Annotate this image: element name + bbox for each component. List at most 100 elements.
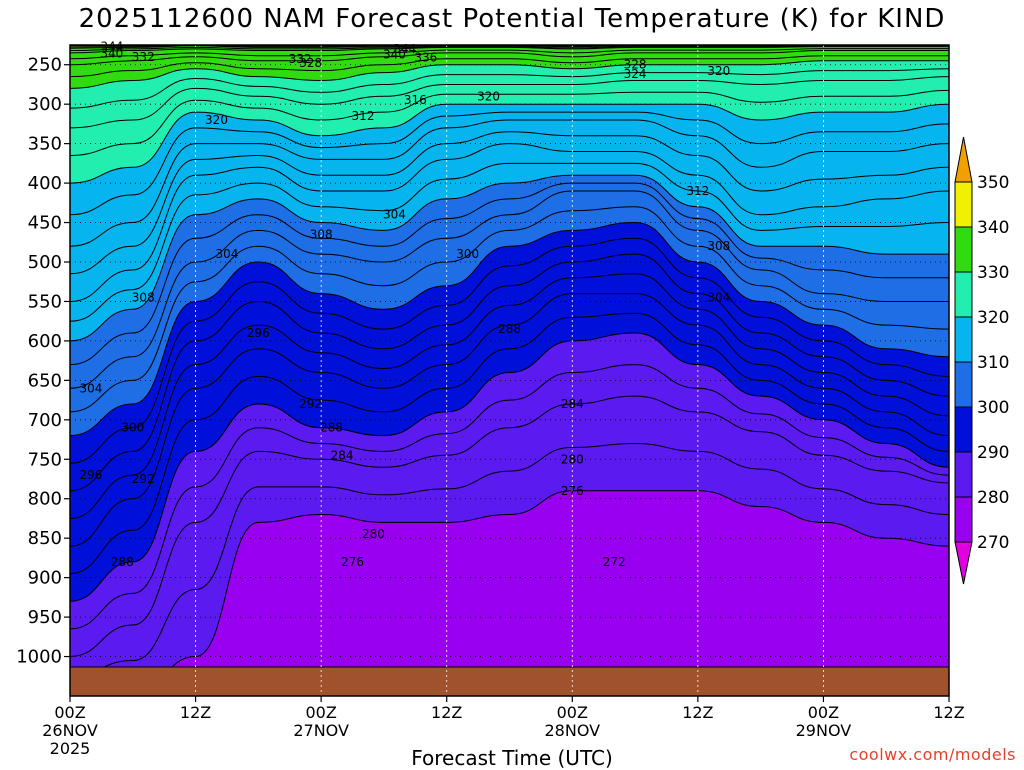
contour-label-304: 304 <box>707 291 730 305</box>
contour-label-332: 332 <box>132 50 155 64</box>
colorbar-band-270 <box>954 496 973 543</box>
contour-label-288: 288 <box>320 421 343 435</box>
contour-label-304: 304 <box>383 208 406 222</box>
isentrope-319 <box>70 111 949 216</box>
colorbar-label-290: 290 <box>977 443 1009 463</box>
colorbar-band-320 <box>954 271 973 318</box>
ytick-label-550: 550 <box>28 291 62 312</box>
contour-label-344: 344 <box>100 40 123 54</box>
contour-label-320: 320 <box>707 64 730 78</box>
colorbar-label-300: 300 <box>977 398 1009 418</box>
ground-fill <box>70 667 949 696</box>
contour-label-312: 312 <box>352 109 375 123</box>
xtick-date-72: 29NOV <box>796 721 852 740</box>
ytick-label-750: 750 <box>28 449 62 470</box>
contour-label-272: 272 <box>603 555 626 569</box>
ytick-label-950: 950 <box>28 607 62 628</box>
xtick-label-60: 12Z <box>682 703 713 722</box>
isentrope-327 <box>70 68 949 109</box>
contour-label-288: 288 <box>111 555 134 569</box>
plot-frame <box>69 44 950 697</box>
colorbar-band-330 <box>954 226 973 273</box>
xtick-label-48: 00Z <box>557 703 588 722</box>
xtick-date-48: 28NOV <box>544 721 600 740</box>
ytick-label-700: 700 <box>28 410 62 431</box>
contour-label-324: 324 <box>624 67 647 81</box>
isentrope-311 <box>70 162 949 322</box>
xtick-date-0: 26NOV <box>42 721 98 740</box>
contour-label-340: 340 <box>100 47 123 61</box>
ground-layer <box>70 666 949 696</box>
colorbar-band-280 <box>954 451 973 498</box>
credit-link[interactable]: coolwx.com/models <box>849 745 1016 764</box>
isentrope-303 <box>70 206 949 413</box>
colorbar-max-arrow <box>954 136 973 183</box>
contour-label-304: 304 <box>79 381 102 395</box>
isentrope-336 <box>70 46 949 54</box>
ytick-label-600: 600 <box>28 331 62 352</box>
colorbar-band-310 <box>954 316 973 363</box>
colorbar-label-330: 330 <box>977 263 1009 283</box>
contour-label-284: 284 <box>561 397 584 411</box>
isentrope-307 <box>70 182 949 366</box>
colorbar-min-arrow <box>954 541 973 585</box>
contour-label-304: 304 <box>216 247 239 261</box>
theta-band-280 <box>70 490 949 696</box>
contour-label-308: 308 <box>132 291 155 305</box>
contour-label-316: 316 <box>404 93 427 107</box>
xtick-label-84: 12Z <box>933 703 964 722</box>
pressure-axis: 250 300 350 400 450 500 550 600 650 700 750 800 850 9… <box>16 55 70 668</box>
isentrope-339 <box>70 45 949 51</box>
colorbar-label-270: 270 <box>977 533 1009 553</box>
xtick-year-0: 2025 <box>50 739 91 758</box>
isentrope-315 <box>70 131 949 275</box>
xtick-label-0: 00Z <box>54 703 85 722</box>
contour-label-328: 328 <box>299 56 322 70</box>
ytick-label-900: 900 <box>28 568 62 589</box>
contour-label-300: 300 <box>456 247 479 261</box>
xtick-label-72: 00Z <box>808 703 839 722</box>
contour-label-300: 300 <box>121 421 144 435</box>
isentrope-292 <box>70 293 949 547</box>
contour-label-312: 312 <box>686 184 709 198</box>
colorbar-band-300 <box>954 361 973 408</box>
isentrope-308 <box>70 174 949 342</box>
contour-label-276: 276 <box>341 555 364 569</box>
contour-label-276: 276 <box>561 484 584 498</box>
isentrope-324 <box>70 76 949 129</box>
contour-label-328: 328 <box>624 58 647 72</box>
isentrope-300 <box>70 221 949 437</box>
isentrope-328 <box>70 60 949 89</box>
contour-label-340: 340 <box>383 47 406 61</box>
isentrope-332 <box>70 49 949 66</box>
ytick-label-350: 350 <box>28 134 62 155</box>
x-axis-label: Forecast Time (UTC) <box>411 746 613 770</box>
ytick-label-800: 800 <box>28 489 62 510</box>
theta-fill-layer <box>70 45 949 696</box>
colorbar-label-340: 340 <box>977 218 1009 238</box>
contour-label-308: 308 <box>707 239 730 253</box>
isentrope-331 <box>70 55 949 78</box>
contour-label-308: 308 <box>310 227 333 241</box>
colorbar-label-280: 280 <box>977 488 1009 508</box>
ytick-label-450: 450 <box>28 213 62 234</box>
isentrope-295 <box>70 273 949 519</box>
isentrope-323 <box>70 89 949 156</box>
ytick-label-1000: 1000 <box>16 647 62 668</box>
contour-label-292: 292 <box>132 472 155 486</box>
ytick-label-500: 500 <box>28 252 62 273</box>
contour-label-336: 336 <box>414 51 437 65</box>
contour-label-292: 292 <box>299 397 322 411</box>
isentrope-335 <box>70 48 949 60</box>
xtick-label-24: 00Z <box>305 703 336 722</box>
colorbar-label-310: 310 <box>977 353 1009 373</box>
contour-label-320: 320 <box>477 89 500 103</box>
contour-label-296: 296 <box>79 468 102 482</box>
colorbar-band-290 <box>954 406 973 453</box>
isentrope-284 <box>70 395 949 657</box>
contour-label-332: 332 <box>289 52 312 66</box>
colorbar-label-320: 320 <box>977 308 1009 328</box>
